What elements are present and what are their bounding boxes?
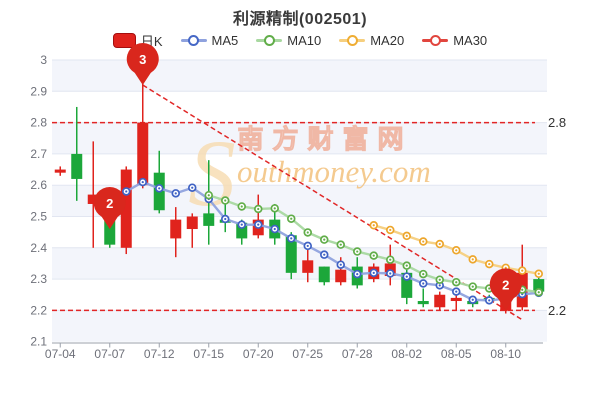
ma30-legend-icon [422, 34, 449, 47]
legend-item-label: 日K [140, 33, 163, 49]
x-axis-tick-label: 07-04 [45, 347, 76, 361]
kline-legend-icon [112, 32, 136, 48]
candle [516, 244, 528, 311]
marker-balloon: 2 [489, 268, 522, 311]
candle [483, 294, 495, 305]
candle [302, 247, 314, 283]
x-axis-tick-label: 08-05 [441, 347, 472, 361]
y-axis-tick-label: 2.9 [30, 84, 47, 98]
x-axis: 07-04 07-07 07-12 07-15 07-20 07-25 07-28 08-02… [45, 342, 543, 361]
y-axis-tick-label: 3 [40, 53, 47, 67]
trend-line [142, 84, 523, 321]
candle [368, 263, 380, 283]
legend-item-label: MA30 [453, 32, 488, 48]
x-axis-tick-label: 07-15 [193, 347, 224, 361]
ma5-line [121, 177, 543, 305]
candle [219, 203, 231, 233]
legend-item-label: MA10 [287, 32, 322, 48]
legend-item-ma30[interactable]: MA30 [422, 33, 487, 48]
marker-balloon-number: 2 [502, 277, 509, 292]
legend-item-ma5[interactable]: MA5 [180, 32, 239, 48]
candle [87, 141, 99, 248]
candle [236, 219, 248, 245]
chart-title: 利源精制(002501) [232, 11, 368, 28]
candle [137, 81, 149, 189]
candles-layer [54, 81, 545, 314]
candle [269, 203, 281, 245]
candle [434, 291, 446, 311]
candle [417, 288, 429, 308]
y-axis-tick-label: 2.7 [30, 147, 47, 161]
legend-item-kline[interactable]: 日K [112, 31, 163, 50]
gridlines [52, 59, 547, 311]
x-axis-tick-label: 07-20 [243, 347, 274, 361]
legend-item-ma20[interactable]: MA20 [339, 33, 404, 48]
candle [252, 194, 264, 239]
x-axis-tick-label: 08-02 [391, 347, 422, 361]
candle [203, 160, 215, 245]
y-axis-labels: 3 2.9 2.8 2.7 2.6 2.5 2.4 2.3 2.2 2.1 [30, 53, 47, 349]
candle [120, 166, 132, 255]
y-axis-tick-label: 2.2 [30, 303, 47, 317]
plot-background-bands [52, 60, 547, 342]
watermark-brand: 南方财富网 [237, 124, 412, 154]
x-axis-tick-label: 07-28 [342, 347, 373, 361]
reference-lines: 2.8 2.2 [52, 84, 566, 321]
ma5-legend-icon [180, 34, 207, 47]
watermark-initial: S [188, 120, 236, 226]
y-axis-tick-label: 2.8 [30, 116, 47, 130]
candle [351, 257, 363, 289]
ref-line-label: 2.8 [548, 115, 566, 130]
ma20-legend-icon [339, 34, 366, 47]
candle [318, 266, 330, 286]
legend: 日K MA5 MA10 MA20 MA30 [0, 31, 600, 49]
marker-balloons: 3 2 2 [93, 42, 522, 311]
candle [71, 106, 83, 201]
legend-item-label: MA20 [370, 32, 405, 48]
legend-item-ma10[interactable]: MA10 [256, 33, 321, 48]
marker-balloon: 2 [93, 186, 126, 230]
candle [153, 150, 165, 214]
x-axis-tick-label: 08-10 [490, 347, 521, 361]
candle [285, 232, 297, 280]
legend-item-label: MA5 [211, 32, 239, 48]
candle [401, 269, 413, 305]
candle [533, 275, 545, 295]
y-axis-tick-label: 2.4 [30, 241, 47, 255]
marker-balloon-number: 3 [139, 52, 146, 67]
candle [500, 291, 512, 314]
candle [54, 166, 66, 176]
candle [335, 257, 347, 286]
x-axis-tick-label: 07-25 [292, 347, 323, 361]
ma10-legend-icon [256, 34, 283, 47]
y-axis-tick-label: 2.3 [30, 272, 47, 286]
ma10-line [204, 190, 543, 297]
candle [467, 297, 479, 308]
watermark-domain: outhmoney.com [237, 154, 431, 189]
y-axis-tick-label: 2.5 [30, 210, 47, 224]
candle [450, 291, 462, 311]
ma20-line [369, 221, 543, 279]
x-axis-tick-label: 07-12 [144, 347, 175, 361]
candle [384, 244, 396, 286]
y-axis-tick-label: 2.1 [30, 335, 47, 349]
candle [170, 207, 182, 258]
ref-line-label: 2.2 [548, 303, 566, 318]
y-axis-tick-label: 2.6 [30, 178, 47, 192]
x-axis-tick-label: 07-07 [94, 347, 125, 361]
marker-balloon-number: 2 [106, 196, 113, 211]
candle [104, 191, 116, 248]
candle [186, 213, 198, 248]
